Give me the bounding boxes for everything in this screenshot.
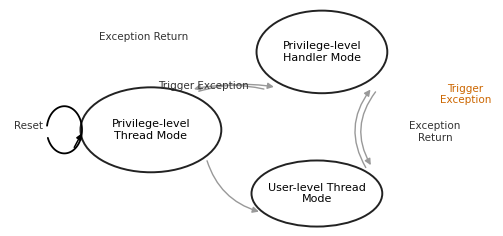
Text: User-level Thread
Mode: User-level Thread Mode: [268, 183, 366, 204]
Ellipse shape: [252, 160, 382, 227]
Text: Trigger Exception: Trigger Exception: [158, 81, 249, 91]
Ellipse shape: [257, 11, 387, 93]
Text: Trigger
Exception: Trigger Exception: [440, 84, 491, 105]
Text: Reset: Reset: [14, 121, 43, 131]
Text: Privilege-level
Handler Mode: Privilege-level Handler Mode: [283, 41, 361, 63]
Text: Privilege-level
Thread Mode: Privilege-level Thread Mode: [112, 119, 190, 141]
Ellipse shape: [80, 87, 221, 172]
Text: Exception
Return: Exception Return: [409, 121, 461, 143]
Text: Exception Return: Exception Return: [99, 32, 188, 42]
